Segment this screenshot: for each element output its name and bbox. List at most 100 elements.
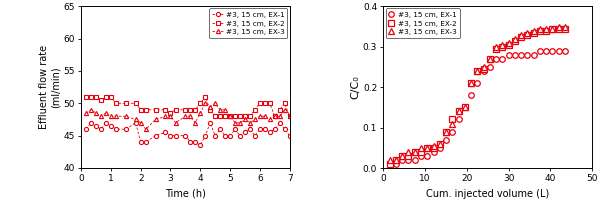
#3, 15 cm, EX-3 [480, 66, 487, 68]
#3, 15 cm, EX-2 [108, 96, 115, 98]
#3, 15 cm, EX-3 [492, 46, 499, 48]
#3, 15 cm, EX-2 [286, 115, 293, 118]
#3, 15 cm, EX-3 [486, 58, 493, 60]
#3, 15 cm, EX-1 [492, 58, 499, 60]
#3, 15 cm, EX-2 [167, 112, 174, 114]
#3, 15 cm, EX-1 [523, 54, 531, 56]
#3, 15 cm, EX-3 [221, 109, 228, 111]
#3, 15 cm, EX-2 [561, 27, 569, 30]
#3, 15 cm, EX-3 [449, 122, 456, 125]
#3, 15 cm, EX-1 [266, 131, 273, 134]
#3, 15 cm, EX-2 [424, 147, 431, 149]
#3, 15 cm, EX-3 [192, 121, 199, 124]
#3, 15 cm, EX-1 [430, 151, 437, 153]
#3, 15 cm, EX-3 [187, 115, 194, 118]
#3, 15 cm, EX-2 [112, 102, 120, 105]
#3, 15 cm, EX-1 [261, 128, 269, 130]
#3, 15 cm, EX-2 [530, 31, 537, 34]
#3, 15 cm, EX-1 [167, 134, 174, 137]
#3, 15 cm, EX-3 [561, 26, 569, 29]
#3, 15 cm, EX-2 [536, 29, 543, 32]
#3, 15 cm, EX-2 [207, 109, 214, 111]
#3, 15 cm, EX-2 [152, 109, 159, 111]
#3, 15 cm, EX-2 [242, 115, 249, 118]
#3, 15 cm, EX-2 [405, 155, 412, 157]
#3, 15 cm, EX-2 [197, 102, 204, 105]
#3, 15 cm, EX-3 [505, 41, 512, 44]
#3, 15 cm, EX-1 [172, 134, 179, 137]
#3, 15 cm, EX-1 [561, 50, 569, 52]
#3, 15 cm, EX-2 [492, 47, 499, 50]
#3, 15 cm, EX-3 [468, 82, 475, 84]
#3, 15 cm, EX-3 [202, 102, 209, 105]
#3, 15 cm, EX-1 [221, 134, 228, 137]
#3, 15 cm, EX-2 [182, 109, 189, 111]
#3, 15 cm, EX-3 [167, 115, 174, 118]
#3, 15 cm, EX-2 [486, 58, 493, 60]
#3, 15 cm, EX-1 [227, 134, 234, 137]
#3, 15 cm, EX-3 [555, 26, 562, 29]
#3, 15 cm, EX-3 [276, 115, 284, 118]
#3, 15 cm, EX-2 [523, 33, 531, 36]
#3, 15 cm, EX-1 [543, 50, 550, 52]
#3, 15 cm, EX-1 [207, 121, 214, 124]
Y-axis label: Effluent flow rate
(ml/min): Effluent flow rate (ml/min) [39, 45, 61, 129]
#3, 15 cm, EX-3 [82, 112, 90, 114]
#3, 15 cm, EX-2 [251, 109, 258, 111]
#3, 15 cm, EX-3 [530, 29, 537, 32]
#3, 15 cm, EX-2 [261, 102, 269, 105]
#3, 15 cm, EX-1 [142, 141, 150, 143]
#3, 15 cm, EX-1 [530, 54, 537, 56]
#3, 15 cm, EX-1 [137, 141, 144, 143]
#3, 15 cm, EX-3 [430, 144, 437, 147]
#3, 15 cm, EX-3 [142, 128, 150, 130]
#3, 15 cm, EX-1 [436, 147, 444, 149]
Line: #3, 15 cm, EX-2: #3, 15 cm, EX-2 [84, 95, 291, 118]
#3, 15 cm, EX-2 [386, 163, 393, 165]
#3, 15 cm, EX-1 [536, 50, 543, 52]
#3, 15 cm, EX-1 [411, 159, 418, 161]
#3, 15 cm, EX-1 [398, 159, 406, 161]
#3, 15 cm, EX-1 [122, 128, 129, 130]
#3, 15 cm, EX-2 [256, 102, 263, 105]
#3, 15 cm, EX-1 [271, 128, 278, 130]
#3, 15 cm, EX-2 [162, 109, 169, 111]
#3, 15 cm, EX-2 [276, 109, 284, 111]
#3, 15 cm, EX-2 [281, 102, 288, 105]
#3, 15 cm, EX-3 [251, 118, 258, 121]
#3, 15 cm, EX-1 [505, 54, 512, 56]
#3, 15 cm, EX-3 [231, 121, 239, 124]
Line: #3, 15 cm, EX-3: #3, 15 cm, EX-3 [387, 25, 568, 163]
#3, 15 cm, EX-3 [132, 118, 139, 121]
#3, 15 cm, EX-1 [276, 121, 284, 124]
#3, 15 cm, EX-3 [137, 121, 144, 124]
#3, 15 cm, EX-1 [197, 144, 204, 147]
#3, 15 cm, EX-1 [549, 50, 556, 52]
#3, 15 cm, EX-3 [499, 43, 506, 46]
#3, 15 cm, EX-1 [202, 134, 209, 137]
#3, 15 cm, EX-1 [405, 159, 412, 161]
#3, 15 cm, EX-2 [511, 39, 519, 42]
#3, 15 cm, EX-2 [480, 68, 487, 70]
#3, 15 cm, EX-2 [231, 115, 239, 118]
#3, 15 cm, EX-1 [418, 155, 425, 157]
#3, 15 cm, EX-3 [411, 151, 418, 153]
#3, 15 cm, EX-1 [192, 141, 199, 143]
#3, 15 cm, EX-2 [543, 29, 550, 32]
#3, 15 cm, EX-1 [212, 134, 219, 137]
#3, 15 cm, EX-3 [286, 115, 293, 118]
#3, 15 cm, EX-3 [418, 147, 425, 149]
#3, 15 cm, EX-3 [424, 147, 431, 149]
#3, 15 cm, EX-1 [256, 128, 263, 130]
#3, 15 cm, EX-2 [505, 43, 512, 46]
#3, 15 cm, EX-2 [411, 151, 418, 153]
#3, 15 cm, EX-2 [172, 109, 179, 111]
#3, 15 cm, EX-3 [162, 115, 169, 118]
#3, 15 cm, EX-2 [246, 115, 254, 118]
#3, 15 cm, EX-2 [187, 109, 194, 111]
#3, 15 cm, EX-1 [108, 125, 115, 127]
#3, 15 cm, EX-3 [122, 115, 129, 118]
#3, 15 cm, EX-3 [536, 27, 543, 30]
#3, 15 cm, EX-1 [499, 58, 506, 60]
Line: #3, 15 cm, EX-2: #3, 15 cm, EX-2 [387, 26, 568, 167]
